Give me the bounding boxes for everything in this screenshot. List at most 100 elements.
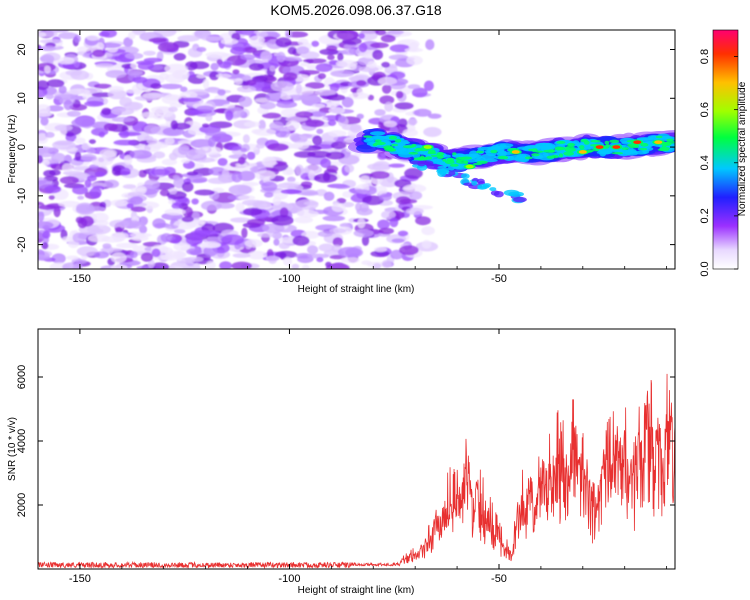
spectrogram-cell: [295, 83, 302, 95]
spectrogram-cell: [388, 30, 404, 35]
spectrogram-cell: [228, 184, 252, 195]
spectrogram-ytick-label: -10: [16, 188, 28, 204]
spectrogram-cell: [312, 135, 323, 146]
spectrogram-cell: [186, 148, 206, 159]
ridge-cell: [559, 153, 563, 158]
spectrogram-cell: [340, 256, 360, 264]
ridge-cell: [394, 138, 402, 143]
spectrogram-cell: [254, 170, 276, 181]
spectrogram-cell: [39, 39, 63, 44]
ridge-cell: [628, 144, 640, 149]
spectrogram-cell: [221, 168, 230, 179]
spectrogram-cell: [279, 252, 287, 260]
spectrogram-cell: [203, 245, 218, 257]
spectrogram-ylabel: Frequency (Hz): [7, 115, 18, 184]
spectrogram-cell: [374, 109, 386, 116]
spectrogram-cell: [323, 191, 335, 201]
spectrogram-cell: [91, 212, 109, 223]
spectrogram-cell: [172, 122, 191, 130]
ridge-cell: [442, 158, 447, 162]
spectrogram-cell: [276, 51, 286, 63]
spectrogram-cell: [102, 243, 112, 249]
spectrogram-cell: [94, 220, 109, 227]
snr-panel: -150 -100 -50 2000 4000 6000 Height of strai…: [7, 328, 676, 596]
spectrogram-cell: [38, 104, 51, 114]
spectrogram-cell: [38, 204, 56, 210]
spectrogram-cell: [129, 196, 143, 205]
ridge-cell: [446, 157, 455, 162]
spectrogram-cell: [287, 176, 296, 183]
spectrogram-cell: [328, 130, 347, 137]
spectrogram-cell: [72, 232, 87, 243]
spectrogram-cell: [164, 208, 186, 216]
spectrogram-cell: [208, 166, 226, 176]
ridge-cell: [475, 150, 484, 154]
spectrogram-cell: [89, 187, 102, 199]
ridge-cell: [518, 154, 527, 159]
spectrogram-cell: [294, 216, 314, 224]
ridge-cell: [513, 196, 527, 203]
spectrogram-cell: [235, 202, 245, 212]
spectrogram-cell: [98, 131, 106, 138]
spectrogram-cell: [111, 116, 135, 123]
spectrogram-cell: [41, 242, 49, 250]
ridge-cell: [556, 140, 566, 144]
spectrogram-cell: [171, 202, 182, 210]
spectrogram-cell: [84, 100, 104, 107]
spectrogram-cell: [51, 253, 66, 264]
ridge-cell: [417, 156, 424, 161]
spectrogram-cell: [300, 62, 310, 67]
spectrogram-xtick-label: -100: [278, 273, 300, 285]
spectrogram-cell: [341, 48, 360, 56]
spectrogram-cell: [316, 128, 324, 135]
spectrogram-cell: [240, 54, 256, 61]
spectrogram-cell: [305, 58, 314, 64]
spectrogram-cell: [306, 64, 318, 70]
spectrogram-cell: [147, 259, 155, 269]
spectrogram-cell: [381, 61, 390, 68]
spectrogram-cell: [314, 89, 337, 96]
ridge-cell: [449, 163, 459, 167]
spectrogram-cell: [84, 178, 92, 188]
spectrogram-cell: [275, 129, 287, 138]
spectrogram-cell: [220, 38, 239, 45]
spectrogram-cell: [318, 243, 335, 252]
spectrogram-cell: [274, 250, 298, 259]
spectrogram-cell: [160, 233, 173, 243]
spectrogram-cell: [150, 168, 170, 176]
spectrogram-cell: [261, 181, 278, 192]
spectrogram-cell: [92, 49, 106, 58]
spectrogram-cell: [237, 195, 256, 201]
ridge-cell: [388, 148, 397, 152]
spectrogram-cell: [257, 232, 276, 238]
spectrogram-cell: [278, 242, 290, 250]
spectrogram-cell: [361, 235, 370, 246]
spectrogram-cell: [227, 145, 242, 151]
spectrogram-cell: [168, 106, 178, 113]
spectrogram-cell: [327, 119, 337, 126]
spectrogram-cell: [40, 54, 55, 64]
ridge-cell: [567, 142, 575, 147]
spectrogram-cell: [379, 193, 392, 201]
ridge-cell: [409, 160, 424, 165]
spectrogram-cell: [129, 251, 138, 259]
spectrogram-cell: [225, 110, 234, 121]
ridge-cell: [455, 160, 468, 164]
ridge-cell: [372, 143, 378, 147]
spectrogram-cell: [395, 90, 404, 99]
spectrogram-cell: [242, 207, 263, 216]
spectrogram-cell: [217, 89, 226, 96]
spectrogram-cell: [74, 151, 82, 161]
ridge-cell: [483, 158, 498, 163]
spectrogram-cell: [372, 49, 383, 60]
spectrogram-cell: [383, 120, 398, 128]
spectrogram-cell: [367, 163, 391, 171]
colorbar-gradient: [712, 29, 739, 270]
ridge-cell: [531, 148, 538, 153]
spectrogram-cell: [341, 96, 354, 108]
spectrogram-ytick-label: 0: [16, 144, 28, 150]
spectrogram-cell: [404, 168, 423, 179]
spectrogram-cell: [253, 128, 277, 136]
spectrogram-cell: [144, 246, 153, 252]
